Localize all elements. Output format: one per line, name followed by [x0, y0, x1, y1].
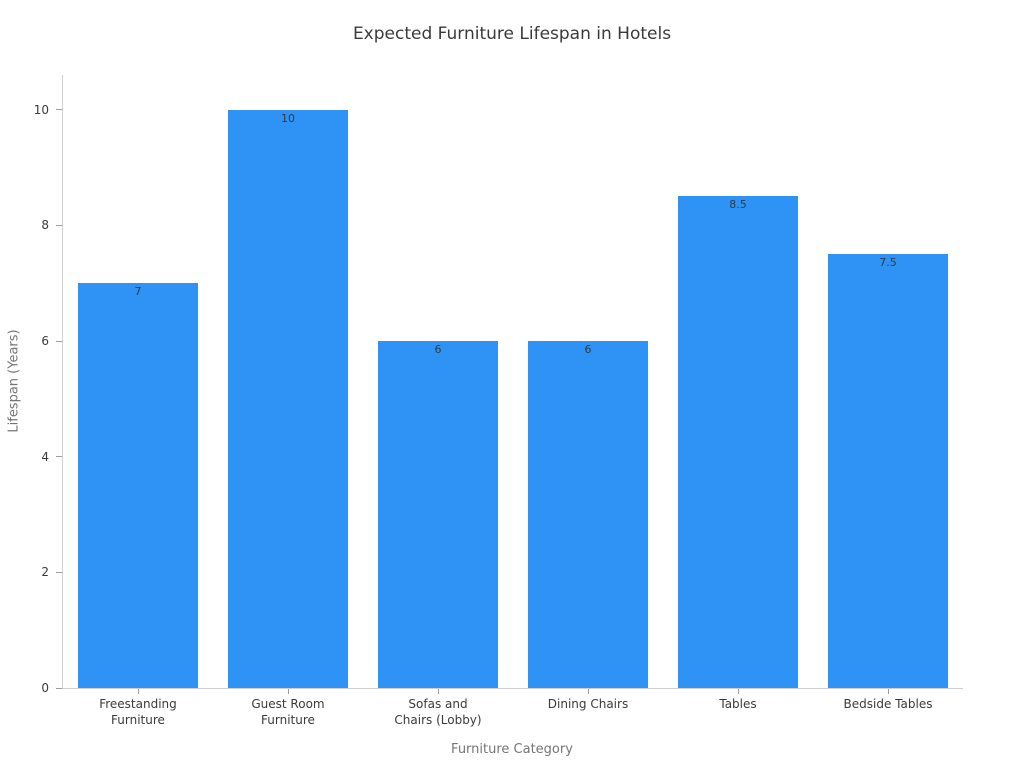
x-category-label: Bedside Tables — [843, 697, 933, 711]
bar: 6 — [378, 341, 498, 688]
x-category-label: Tables — [719, 697, 757, 711]
y-tick-label: 6 — [41, 334, 49, 349]
bar-value-label: 6 — [584, 343, 592, 357]
plot-area: 0 2 4 6 8 10 7 Freestanding Furniture 10 Guest Ro… — [34, 75, 963, 727]
y-tick-mark — [56, 224, 62, 226]
bar-value-label: 7.5 — [879, 256, 897, 270]
bar: 7 — [78, 283, 198, 688]
x-tick-mark — [587, 689, 589, 694]
y-tick-label: 8 — [41, 218, 49, 233]
x-tick-mark — [437, 689, 439, 694]
x-category-label: Sofas and Chairs (Lobby) — [394, 697, 482, 727]
x-category-label: Dining Chairs — [547, 697, 629, 711]
bar: 10 — [228, 109, 348, 688]
bar-value-label: 7 — [134, 285, 142, 299]
x-tick-mark — [137, 689, 139, 694]
y-tick-label: 10 — [33, 102, 49, 117]
y-tick-label: 4 — [41, 449, 49, 464]
chart-title: Expected Furniture Lifespan in Hotels — [352, 24, 672, 44]
y-tick-label: 0 — [41, 681, 49, 695]
y-tick-mark — [56, 340, 62, 342]
bar: 6 — [528, 341, 648, 688]
x-tick-mark — [887, 689, 889, 694]
y-tick-mark — [56, 687, 62, 689]
y-tick-mark — [56, 571, 62, 573]
y-tick-mark — [56, 109, 62, 111]
x-category-label: Guest Room Furniture — [251, 697, 325, 727]
y-tick-mark — [56, 456, 62, 458]
bar: 7.5 — [828, 254, 948, 688]
bar-value-label: 6 — [434, 343, 442, 357]
bar: 8.5 — [678, 196, 798, 688]
x-tick-mark — [737, 689, 739, 694]
bar-value-label: 8.5 — [729, 198, 747, 212]
bar-value-label: 10 — [281, 111, 295, 125]
x-category-label: Freestanding Furniture — [99, 697, 177, 727]
x-axis-title: Furniture Category — [451, 742, 573, 757]
x-tick-mark — [287, 689, 289, 694]
y-tick-label: 2 — [41, 565, 49, 580]
